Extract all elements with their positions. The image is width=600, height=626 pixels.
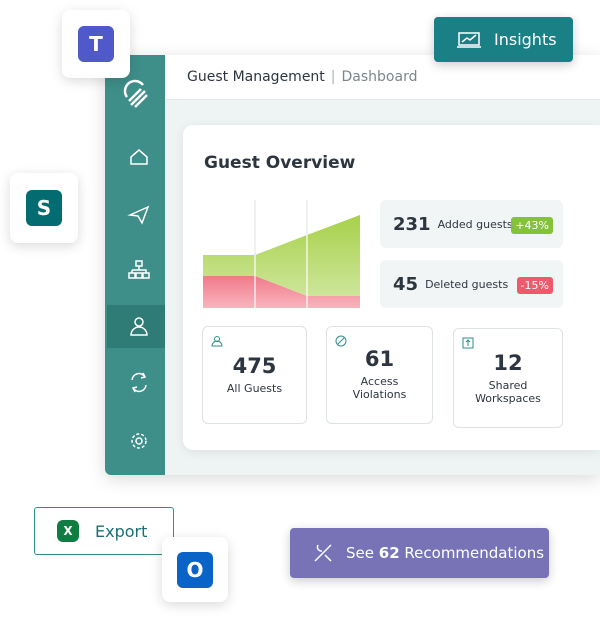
tile-label: Access Violations (352, 375, 407, 401)
tile-value: 12 (493, 351, 523, 375)
added-stat: 231 Added guests +43% (380, 200, 563, 248)
added-count: 231 (393, 213, 431, 235)
deleted-stat: 45 Deleted guests -15% (380, 260, 563, 308)
teams-tile: T (62, 10, 130, 78)
insights-icon (457, 31, 481, 48)
divider: | (330, 69, 336, 85)
deleted-count: 45 (393, 273, 419, 295)
deleted-change: -15% (516, 277, 553, 294)
tile-icon (211, 336, 223, 347)
recommendations-prefix: See (346, 544, 374, 562)
trend-chart (203, 200, 360, 308)
teams-logo: T (78, 26, 114, 62)
tile: 475 All Guests (202, 326, 307, 424)
added-label: Added guests (437, 217, 513, 231)
sharepoint-tile: S (10, 173, 78, 243)
recommendations-suffix: Recommendations (404, 544, 545, 562)
deleted-label: Deleted guests (425, 277, 509, 291)
export-button[interactable]: X Export (34, 507, 174, 555)
export-label: Export (95, 521, 148, 541)
sidebar-icons (107, 79, 165, 449)
header: Guest Management | Dashboard (165, 55, 600, 100)
deleted-area (203, 276, 360, 308)
tile-label: Shared Workspaces (475, 379, 541, 405)
tile-icon (335, 335, 347, 347)
outlook-tile: O (162, 537, 228, 602)
tile-label: All Guests (226, 382, 283, 395)
sidebar (105, 55, 165, 475)
tile: 61 Access Violations (326, 326, 433, 424)
recommendations-button[interactable]: See 62 Recommendations (290, 528, 549, 578)
header-title: Guest Management (187, 69, 325, 85)
tile-value: 61 (364, 347, 395, 371)
excel-logo: X (57, 520, 79, 542)
insights-button[interactable]: Insights (434, 17, 573, 62)
tile-icon (462, 337, 474, 349)
added-area (203, 215, 360, 296)
tile: 12 Shared Workspaces (453, 328, 563, 428)
added-change: +43% (511, 217, 553, 234)
overview-title: Guest Overview (204, 153, 356, 173)
tile-value: 475 (232, 354, 277, 378)
sharepoint-logo: S (26, 190, 62, 226)
outlook-logo: O (177, 551, 213, 588)
tools-icon (314, 544, 332, 562)
recommendations-count: 62 (378, 544, 400, 562)
insights-label: Insights (494, 30, 557, 49)
chart-gridline (254, 200, 308, 255)
breadcrumb[interactable]: Dashboard (341, 69, 418, 85)
